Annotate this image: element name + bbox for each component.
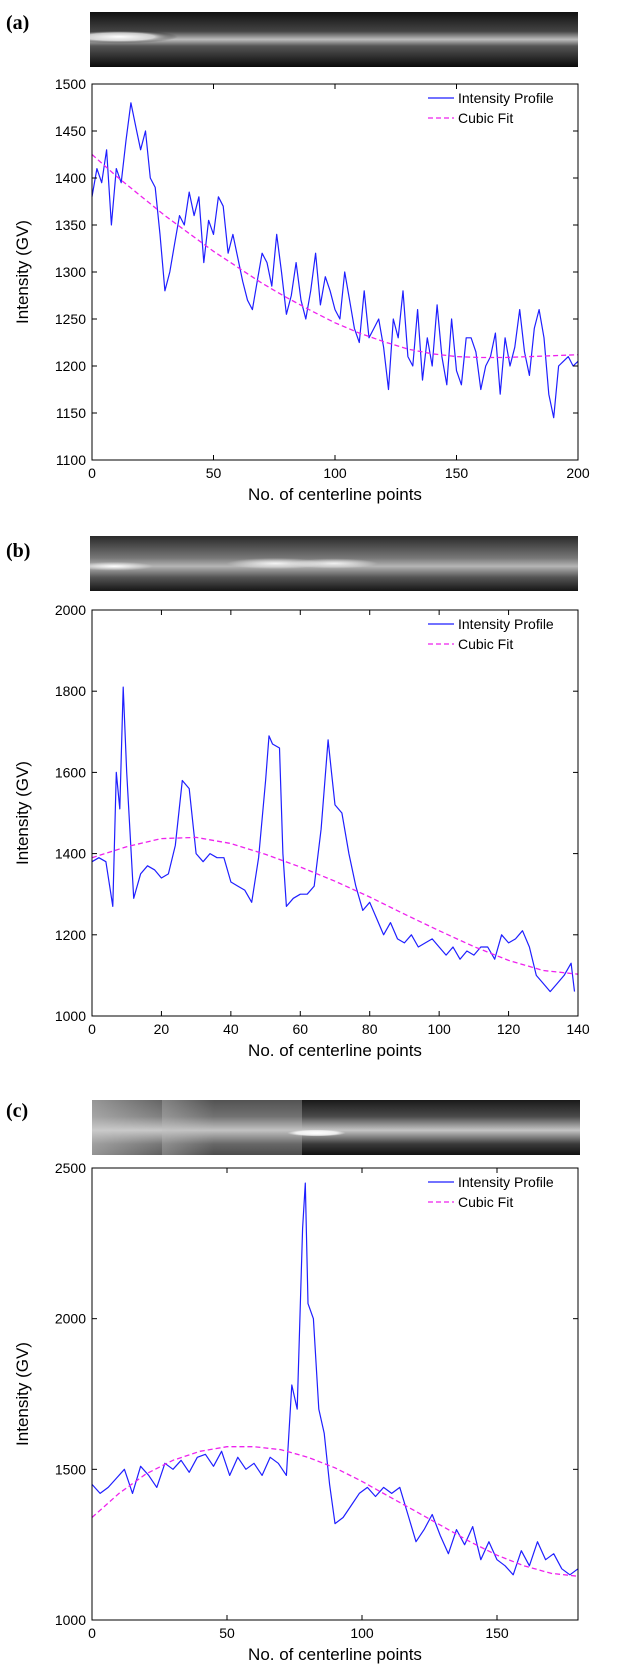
chart-c: 0 50 100 150 1000 1500 2000 2500 No. of centerli… [13,1160,579,1664]
x-tick-label: 140 [566,1021,590,1037]
y-tick-label: 1150 [56,405,86,421]
y-axis-label: Intensity (GV) [13,1342,32,1446]
y-tick-label: 1450 [55,123,86,139]
y-tick-label: 1600 [55,764,86,780]
x-tick-label: 80 [362,1021,378,1037]
x-tick-label: 200 [566,465,590,481]
chart-a: 0 50 100 150 200 1100 1150 1200 1250 1300 1350 1400… [13,76,590,504]
series-line-intensity-profile [91,1182,579,1576]
x-tick-label: 100 [323,465,347,481]
series-line-intensity-profile [91,686,576,993]
y-tick-label: 2500 [55,1160,86,1176]
x-tick-label: 0 [88,465,96,481]
x-axis-label: No. of centerline points [248,1645,422,1664]
panel-label-b: (b) [6,540,31,562]
y-tick-label: 1200 [55,927,86,943]
y-tick-label: 1200 [55,358,86,374]
y-tick-label: 1250 [55,311,86,327]
x-tick-label: 40 [223,1021,239,1037]
legend-label-intensity-profile: Intensity Profile [458,90,554,106]
series-line-cubic-fit [91,836,579,975]
x-tick-label: 20 [154,1021,170,1037]
panel-b: (b) 0 20 40 60 80 100 120 140 1000 1200 1400 1600 18… [0,536,637,1100]
vessel-image-strip-a [90,12,578,67]
x-tick-label: 60 [292,1021,308,1037]
y-tick-label: 1800 [55,683,86,699]
series-line-intensity-profile [91,102,579,419]
y-tick-label: 1100 [56,452,86,468]
x-tick-label: 150 [445,465,469,481]
y-tick-label: 2000 [55,602,86,618]
panel-label-c: (c) [6,1100,29,1122]
x-axis-label: No. of centerline points [248,1041,422,1060]
panel-c: (c) 0 50 100 150 1000 1500 2000 2500 No. of cent… [0,1100,637,1680]
x-tick-label: 100 [350,1625,374,1641]
legend-label-cubic-fit: Cubic Fit [458,110,513,126]
y-tick-label: 1000 [55,1008,86,1024]
vessel-image-strip-b [90,536,578,591]
legend-label-intensity-profile: Intensity Profile [458,616,554,632]
x-tick-label: 100 [427,1021,451,1037]
plot-frame [91,1167,579,1621]
x-tick-label: 0 [88,1021,96,1037]
y-tick-label: 1400 [55,846,86,862]
y-tick-label: 1000 [55,1612,86,1628]
series-line-cubic-fit [91,154,579,359]
y-tick-label: 1500 [55,76,86,92]
panel-a: (a) 0 50 100 150 200 1100 1150 1200 1250 1300 1350… [0,0,637,540]
vessel-image-strip-c [92,1100,580,1155]
y-tick-label: 1350 [55,217,86,233]
legend-label-cubic-fit: Cubic Fit [458,1194,513,1210]
y-axis-label: Intensity (GV) [13,761,32,865]
x-tick-label: 0 [88,1625,96,1641]
panel-label-a: (a) [6,12,30,34]
plot-frame [91,83,579,461]
legend-label-cubic-fit: Cubic Fit [458,636,513,652]
y-tick-label: 1400 [55,170,86,186]
x-tick-label: 50 [206,465,222,481]
x-axis-label: No. of centerline points [248,485,422,504]
chart-b: 0 20 40 60 80 100 120 140 1000 1200 1400 1600 1800 20… [13,602,590,1060]
series-line-cubic-fit [91,1446,579,1577]
x-tick-label: 50 [219,1625,235,1641]
x-tick-label: 120 [497,1021,521,1037]
y-tick-label: 1500 [55,1461,86,1477]
x-tick-label: 150 [485,1625,509,1641]
legend-label-intensity-profile: Intensity Profile [458,1174,554,1190]
y-tick-label: 1300 [55,264,86,280]
y-tick-label: 2000 [55,1311,86,1327]
y-axis-label: Intensity (GV) [13,220,32,324]
plot-frame [91,609,579,1017]
